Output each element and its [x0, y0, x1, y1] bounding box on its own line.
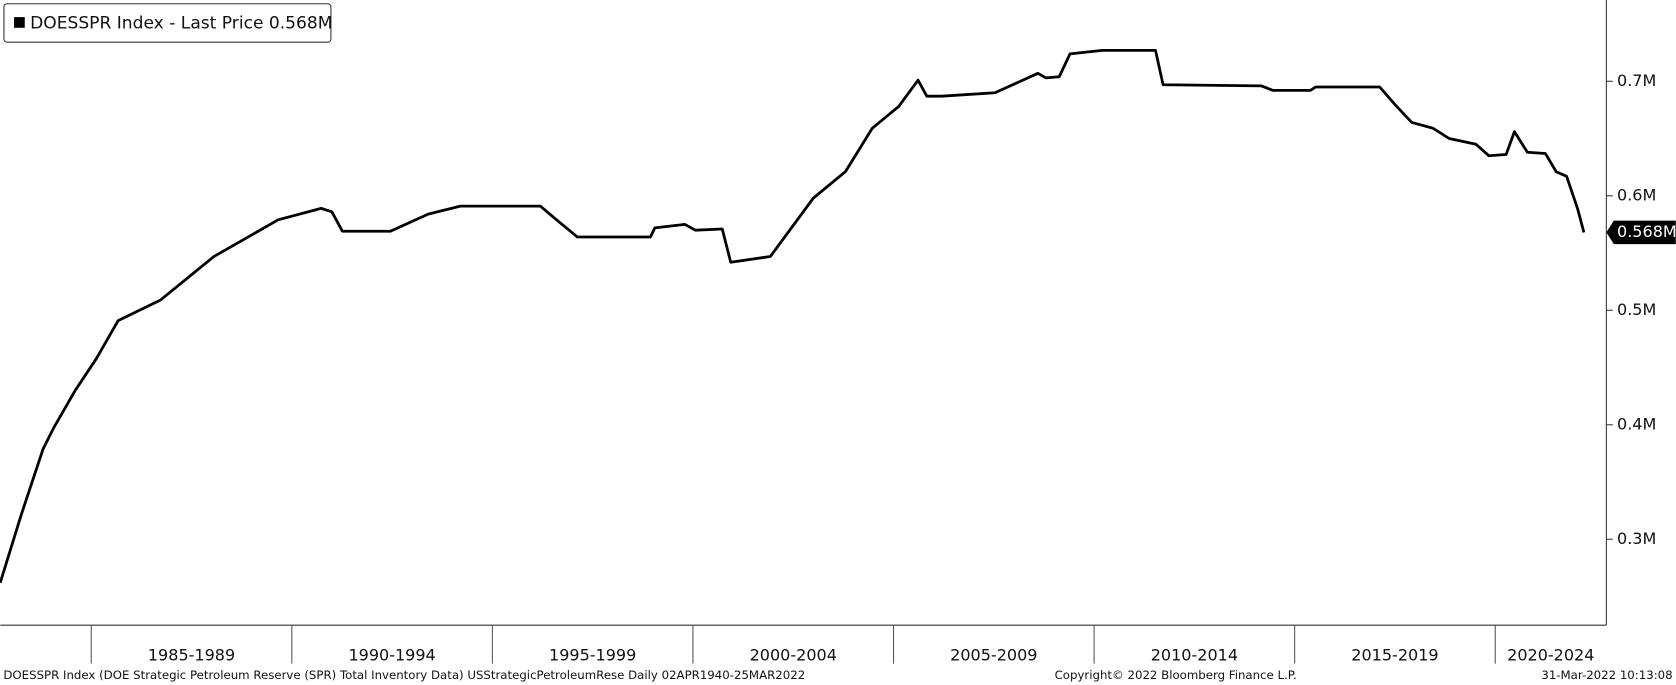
legend-box [3, 3, 332, 43]
y-tick-label: 0.7M [1617, 71, 1656, 90]
x-tick-label: 1995-1999 [549, 646, 636, 665]
footer-source: DOESSPR Index (DOE Strategic Petroleum R… [3, 668, 805, 682]
x-tick-label: 2020-2024 [1507, 646, 1594, 665]
x-tick-label: 2015-2019 [1351, 646, 1438, 665]
x-tick-label: 1990-1994 [348, 646, 435, 665]
y-tick-label: 0.4M [1617, 414, 1656, 433]
legend-swatch [14, 17, 25, 28]
x-tick-label: 1985-1989 [148, 646, 235, 665]
y-tick-label: 0.3M [1617, 529, 1656, 548]
last-price-badge [1606, 220, 1676, 245]
x-tick-label: 2010-2014 [1151, 646, 1238, 665]
legend-label: DOESSPR Index - Last Price 0.568M [30, 14, 332, 34]
y-tick-label: 0.5M [1617, 300, 1656, 319]
x-tick-label: 2005-2009 [950, 646, 1037, 665]
footer-copyright: Copyright© 2022 Bloomberg Finance L.P. [1055, 668, 1297, 682]
y-tick-label: 0.6M [1617, 185, 1656, 204]
footer-timestamp: 31-Mar-2022 10:13:08 [1541, 668, 1672, 682]
series-line [0, 48, 1586, 584]
x-tick-label: 2000-2004 [750, 646, 837, 665]
last-price-label: 0.568M [1617, 222, 1676, 241]
